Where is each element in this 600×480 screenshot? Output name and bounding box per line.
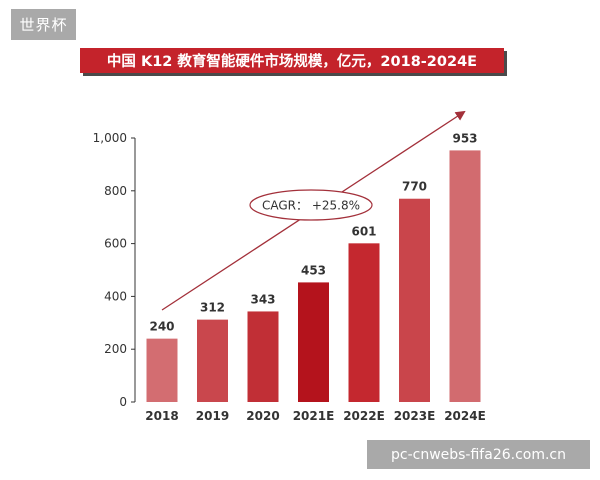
bar — [399, 198, 430, 402]
bar — [348, 243, 380, 402]
bar-value-label: 312 — [200, 301, 225, 315]
y-tick-label: 800 — [104, 184, 127, 198]
bar-value-label: 601 — [351, 224, 376, 238]
x-tick-label: 2022E — [343, 409, 385, 423]
x-tick-label: 2024E — [444, 409, 486, 423]
x-tick-label: 2018 — [145, 409, 178, 423]
y-tick-label: 600 — [104, 237, 127, 251]
bar — [197, 319, 228, 402]
bar — [449, 150, 481, 402]
bar — [298, 282, 329, 402]
bar — [146, 338, 178, 402]
y-tick-label: 0 — [119, 395, 127, 409]
x-tick-label: 2021E — [293, 409, 335, 423]
bar — [247, 311, 279, 402]
y-tick-label: 200 — [104, 342, 127, 356]
bar-value-label: 240 — [149, 320, 174, 334]
bar-value-label: 343 — [250, 292, 275, 306]
watermark: pc-cnwebs-fifa26.com.cn — [367, 440, 590, 469]
y-tick-label: 400 — [104, 289, 127, 303]
corner-tag: 世界杯 — [11, 9, 76, 40]
bar-value-label: 953 — [452, 131, 477, 145]
bar-value-label: 770 — [402, 180, 427, 194]
x-tick-label: 2023E — [394, 409, 436, 423]
cagr-oval — [249, 189, 373, 221]
x-tick-label: 2020 — [246, 409, 279, 423]
chart-title: 中国 K12 教育智能硬件市场规模，亿元，2018-2024E — [80, 48, 504, 73]
bar-value-label: 453 — [301, 263, 326, 277]
cagr-label: CAGR： +25.8% — [262, 199, 360, 213]
y-tick-label: 1,000 — [93, 131, 127, 145]
x-tick-label: 2019 — [196, 409, 229, 423]
